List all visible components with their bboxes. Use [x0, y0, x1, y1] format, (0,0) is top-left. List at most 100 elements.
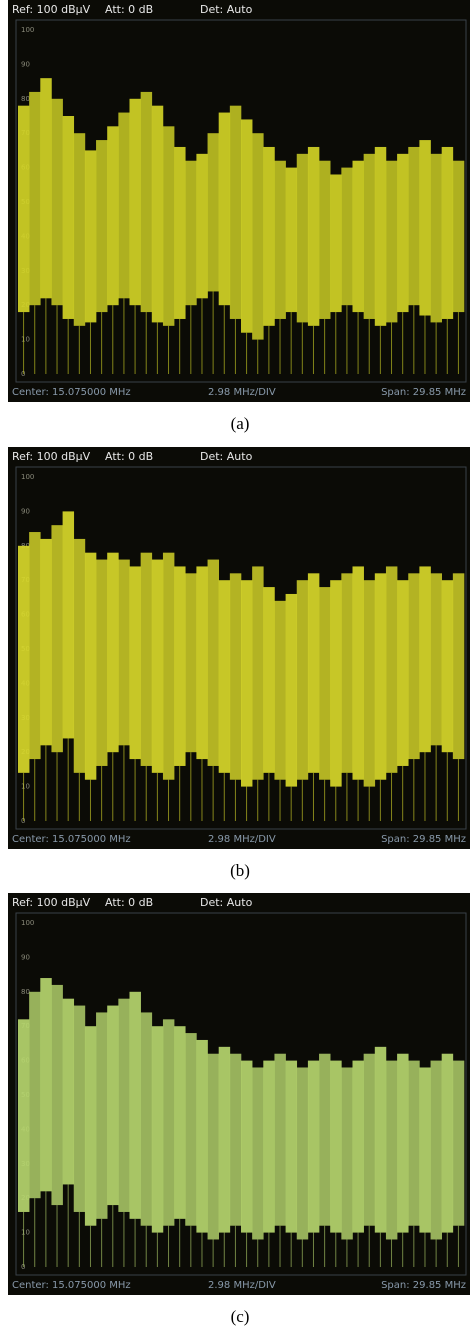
- spectrum-band: [274, 1053, 286, 1226]
- spectrum-band: [241, 119, 253, 333]
- y-tick-label: 100: [21, 919, 34, 927]
- spectrum-band: [151, 559, 164, 773]
- spectrum-band: [319, 1053, 331, 1226]
- spectrum-band: [73, 538, 86, 773]
- spectrum-band: [129, 566, 141, 760]
- spectrum-band: [84, 1026, 97, 1226]
- spectrum-band: [430, 153, 442, 323]
- spectrum-band: [218, 1046, 231, 1233]
- spectrum-band: [107, 1005, 119, 1206]
- detector: Det: Auto: [200, 896, 253, 909]
- spectrum-band: [252, 1067, 264, 1240]
- spectrum-band: [352, 1060, 364, 1233]
- spectrum-band: [229, 573, 242, 780]
- center-frequency: Center: 15.075000 MHz: [12, 387, 131, 398]
- spectrum-band: [341, 573, 353, 773]
- spectrum-band: [73, 133, 86, 326]
- spectrum-band: [241, 1060, 253, 1233]
- spectrum-band: [129, 991, 141, 1219]
- spectrum-band: [307, 1060, 320, 1233]
- spectrum-band: [196, 566, 208, 760]
- detector: Det: Auto: [200, 450, 253, 463]
- spectrum-band: [118, 998, 130, 1212]
- spectrum-band: [341, 1067, 353, 1240]
- span: Span: 29.85 MHz: [381, 834, 466, 845]
- spectrum-band: [29, 991, 41, 1199]
- spectrum-band: [207, 133, 219, 292]
- spectrum-band: [307, 573, 320, 773]
- spectrum-band: [274, 160, 286, 319]
- spectrum-band: [73, 1005, 86, 1212]
- ref-level: Ref: 100 dBµV: [12, 3, 91, 16]
- spectrum-band: [196, 153, 208, 299]
- spectrum-band: [185, 573, 197, 753]
- y-tick-label: 90: [21, 60, 30, 68]
- spectrum-band: [397, 1053, 409, 1233]
- spectrum-band: [285, 167, 298, 313]
- spectrum-band: [363, 580, 376, 787]
- spectrum-band: [352, 566, 364, 780]
- span: Span: 29.85 MHz: [381, 387, 466, 398]
- spectrum-band: [441, 146, 454, 319]
- spectrum-band: [62, 511, 75, 739]
- spectrum-band: [162, 552, 175, 780]
- spectrum-band: [29, 532, 41, 760]
- spectrum-band: [430, 1060, 442, 1240]
- spectrum-band: [330, 580, 342, 787]
- spectrum-band: [285, 1060, 298, 1233]
- spectrum-band: [252, 133, 264, 340]
- spectrum-band: [419, 140, 431, 316]
- center-frequency: Center: 15.075000 MHz: [12, 834, 131, 845]
- scale-per-div: 2.98 MHz/DIV: [208, 387, 276, 398]
- spectrum-band: [352, 160, 364, 313]
- spectrum-band: [263, 1060, 275, 1233]
- spectrum-band: [18, 545, 30, 773]
- spectrum-band: [162, 126, 175, 326]
- spectrum-band: [207, 1053, 219, 1240]
- spectrum-band: [307, 146, 320, 326]
- scale-per-div: 2.98 MHz/DIV: [208, 1280, 276, 1291]
- spectrum-band: [430, 573, 442, 746]
- y-tick-label: 90: [21, 507, 30, 515]
- spectrum-band: [185, 1033, 197, 1226]
- y-tick-label: 10: [21, 783, 30, 791]
- center-frequency: Center: 15.075000 MHz: [12, 1280, 131, 1291]
- spectrum-band: [140, 1012, 153, 1226]
- spectrum-band: [40, 78, 52, 299]
- y-tick-label: 100: [21, 26, 34, 34]
- spectrum-band: [252, 566, 264, 780]
- spectrum-band: [408, 1060, 420, 1226]
- spectrum-band: [330, 1060, 342, 1233]
- spectrum-band: [174, 1026, 186, 1219]
- spectrum-band: [241, 580, 253, 787]
- spectrum-band: [18, 1019, 30, 1212]
- spectrum-band: [419, 1067, 431, 1233]
- spectrum-band: [162, 1019, 175, 1226]
- y-tick-label: 80: [21, 95, 30, 103]
- plot-frame: [15, 912, 467, 1276]
- y-tick-label: 10: [21, 336, 30, 344]
- plot-frame: [15, 19, 467, 383]
- spectrum-band: [419, 566, 431, 753]
- spectrum-band: [374, 1046, 387, 1233]
- spectrum-band: [296, 1067, 309, 1240]
- detector: Det: Auto: [200, 3, 253, 16]
- spectrum-band: [408, 146, 420, 306]
- spectrum-band: [263, 587, 275, 773]
- spectrum-band: [96, 559, 108, 766]
- y-tick-label: 10: [21, 1229, 30, 1237]
- spectrum-band: [51, 984, 63, 1206]
- spectrum-band: [452, 1060, 465, 1226]
- spectrum-band: [374, 146, 387, 326]
- y-tick-label: 80: [21, 988, 30, 996]
- attenuation: Att: 0 dB: [105, 450, 153, 463]
- spectrum-band: [296, 580, 309, 780]
- spectrum-band: [218, 112, 231, 306]
- spectrum-band: [385, 1060, 398, 1240]
- spectrum-band: [62, 998, 75, 1185]
- spectrum-band: [374, 573, 387, 780]
- caption: (b): [230, 861, 250, 880]
- spectrum-band: [174, 146, 186, 319]
- spectrum-band: [441, 580, 454, 753]
